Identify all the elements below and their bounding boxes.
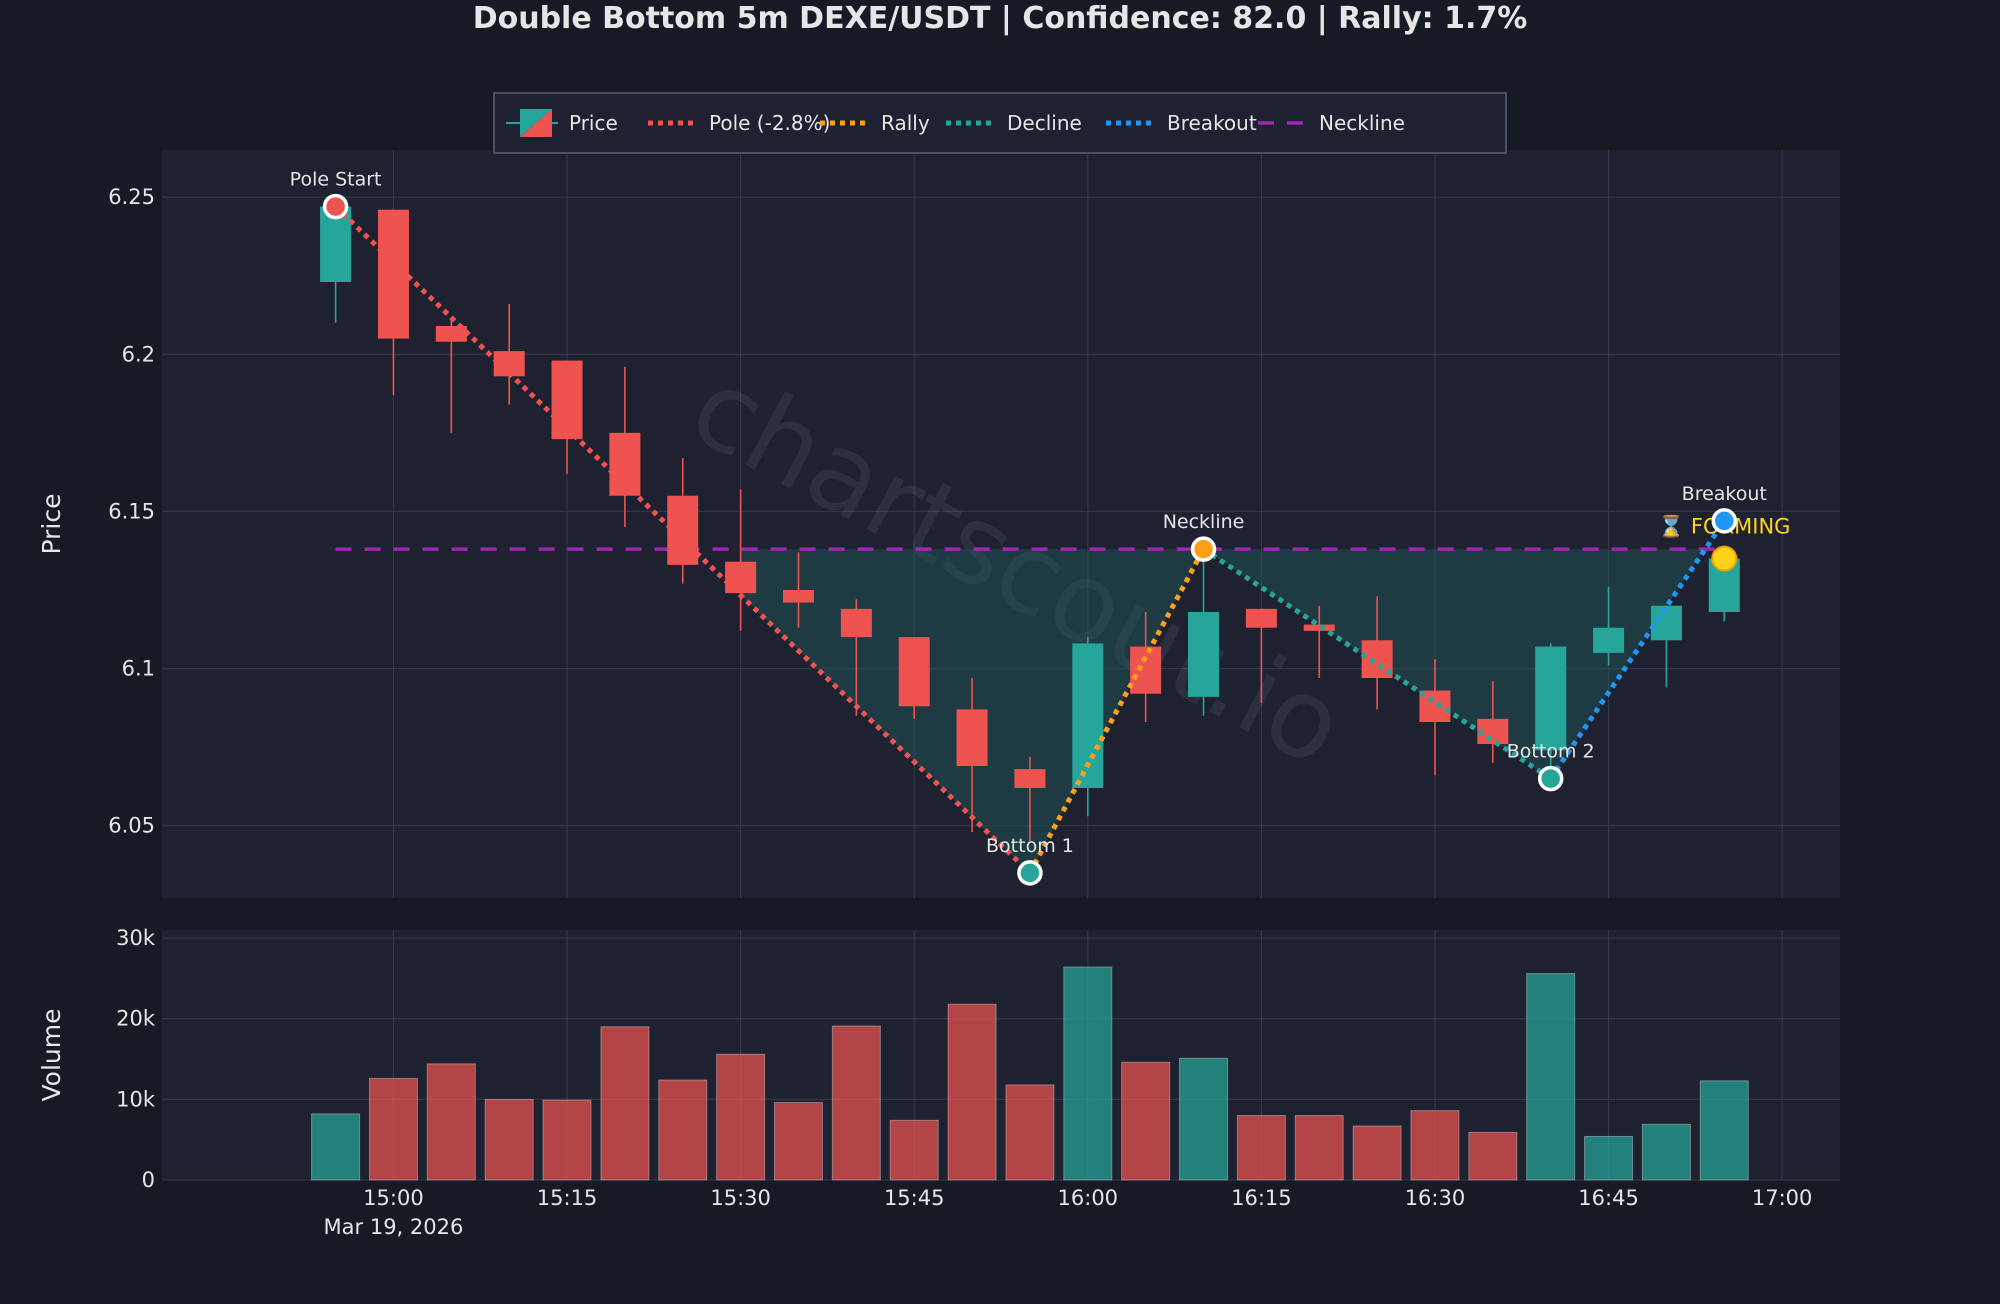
x-tick-label: 16:30	[1405, 1186, 1466, 1210]
legend: Price Pole (-2.8%) Rally Decline Breakout Nec…	[493, 92, 1507, 154]
volume-bar	[1294, 1114, 1344, 1181]
volume-bar	[831, 1025, 881, 1181]
candle-body	[1014, 769, 1046, 788]
breakout-line	[1548, 519, 1727, 780]
candle-body	[898, 637, 930, 707]
candle-body	[782, 590, 814, 603]
volume-bar	[368, 1077, 418, 1181]
candle-body	[377, 209, 409, 339]
legend-entry-label: Pole (-2.8%)	[709, 111, 830, 135]
candle-body	[1303, 624, 1335, 631]
volume-y-tick-label: 30k	[116, 926, 156, 950]
x-axis: 15:00 15:15 15:30 15:45 16:00 16:15 16:30 16:45…	[324, 1186, 1813, 1239]
volume-bar	[947, 1003, 997, 1181]
volume-axis-label: Volume	[37, 1009, 66, 1102]
volume-bar	[426, 1063, 476, 1181]
volume-bar	[311, 1113, 361, 1181]
x-tick-label: 15:00	[363, 1186, 424, 1210]
volume-bar	[542, 1099, 592, 1181]
volume-bar	[889, 1119, 939, 1181]
chart-title: Double Bottom 5m DEXE/USDT | Confidence:…	[473, 1, 1528, 36]
candle-body	[1130, 646, 1162, 694]
volume-bar	[1352, 1125, 1402, 1181]
price-axis-label: Price	[37, 494, 66, 555]
price-y-tick-label: 6.15	[108, 499, 155, 523]
volume-bar	[1641, 1123, 1691, 1181]
volume-bar	[1526, 973, 1576, 1181]
volume-bar	[658, 1079, 708, 1181]
x-tick-label: 17:00	[1752, 1186, 1813, 1210]
candle-body	[493, 351, 525, 377]
pattern-point-label: Bottom 1	[986, 835, 1074, 857]
volume-bar	[1005, 1084, 1055, 1181]
x-tick-label: 16:15	[1231, 1186, 1292, 1210]
price-y-tick-label: 6.25	[108, 185, 155, 209]
candle-body	[1188, 612, 1220, 697]
candle-body	[551, 360, 583, 440]
candle-body	[1535, 646, 1567, 751]
candle-body	[1593, 627, 1625, 653]
volume-bar	[1410, 1110, 1460, 1181]
x-tick-label: 15:30	[710, 1186, 771, 1210]
volume-bar	[1063, 966, 1113, 1181]
candle-body	[667, 495, 699, 565]
x-tick-label: 16:00	[1058, 1186, 1119, 1210]
forming-marker	[1711, 545, 1738, 572]
pattern-point-label: Neckline	[1163, 511, 1245, 533]
candle-body	[1245, 608, 1277, 628]
pattern-point-label: Bottom 2	[1507, 741, 1595, 763]
candle-body	[725, 561, 757, 594]
volume-bar	[484, 1098, 534, 1181]
candle-body	[956, 709, 988, 766]
volume-bar	[1179, 1057, 1229, 1181]
x-tick-label: 16:45	[1578, 1186, 1639, 1210]
x-date-label: Mar 19, 2026	[324, 1215, 464, 1239]
volume-bar	[1584, 1135, 1634, 1181]
rally-line	[1027, 547, 1206, 875]
legend-entry-label: Rally	[881, 111, 930, 135]
pattern-point-marker	[1190, 536, 1217, 562]
volume-y-tick-label: 0	[142, 1168, 155, 1192]
volume-bar	[1121, 1061, 1171, 1181]
volume-bar	[1468, 1131, 1518, 1181]
candle-body	[435, 326, 467, 342]
candle-body	[1650, 605, 1682, 641]
volume-panel: 0 10k 20k 30k Volume	[37, 926, 1840, 1192]
volume-bar	[773, 1102, 823, 1181]
volume-y-tick-label: 10k	[116, 1087, 156, 1111]
pattern-point-marker	[1537, 765, 1564, 792]
volume-bar	[1236, 1114, 1286, 1181]
x-tick-label: 15:45	[884, 1186, 945, 1210]
legend-entry-label: Breakout	[1167, 111, 1257, 135]
legend-entry-label: Neckline	[1319, 111, 1405, 135]
volume-bar	[716, 1053, 766, 1181]
pattern-point-label: Pole Start	[290, 169, 382, 191]
price-y-tick-label: 6.05	[108, 814, 155, 838]
volume-bar	[600, 1026, 650, 1181]
pattern-fill-region	[740, 549, 1725, 873]
pattern-point-marker	[322, 193, 349, 220]
candle-body	[1419, 690, 1451, 722]
price-y-tick-label: 6.1	[122, 657, 155, 681]
volume-bar	[1699, 1080, 1749, 1181]
candle-body	[840, 608, 872, 638]
legend-entry-label: Price	[569, 111, 618, 135]
x-tick-label: 15:15	[537, 1186, 598, 1210]
pattern-point-marker	[1017, 860, 1043, 886]
legend-entry-label: Decline	[1007, 111, 1082, 135]
pattern-point-label: Breakout	[1682, 483, 1767, 505]
volume-y-tick-label: 20k	[116, 1007, 156, 1031]
pattern-point-marker	[1711, 508, 1738, 534]
legend-candle-swatch-bear	[520, 109, 552, 137]
price-y-tick-label: 6.2	[122, 342, 155, 366]
pole-line	[333, 204, 1032, 875]
